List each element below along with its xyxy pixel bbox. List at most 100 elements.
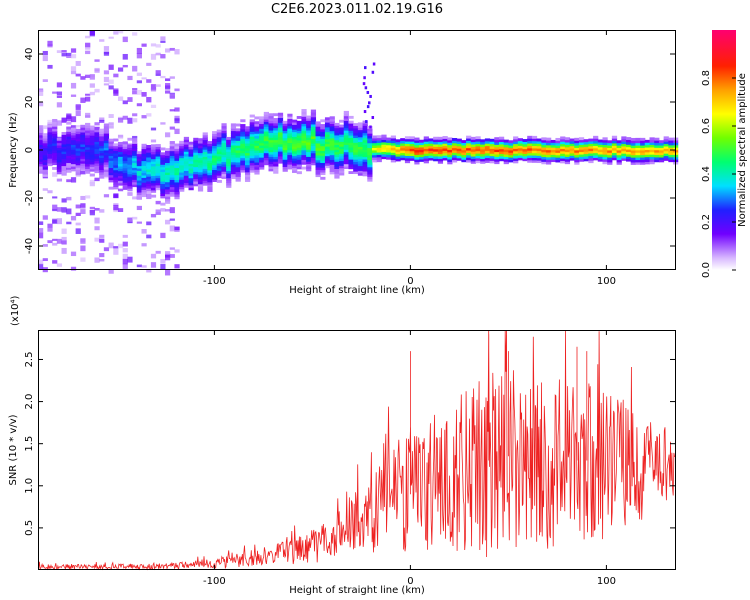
spectrogram-cell xyxy=(621,143,627,147)
spectrogram-cell xyxy=(433,146,439,150)
spectrogram-cell xyxy=(263,152,269,156)
spectrogram-cell xyxy=(70,215,77,221)
spectrogram-cell xyxy=(461,159,467,163)
spectrogram-cell xyxy=(127,137,133,141)
spectrogram-cell xyxy=(371,157,378,160)
spectrogram-cell xyxy=(315,121,321,125)
spectrogram-cell xyxy=(75,138,81,142)
spectrogram-cell xyxy=(437,146,444,150)
spectrogram-cell xyxy=(287,144,293,148)
spectrogram-cell xyxy=(433,158,439,162)
spectrogram-cell xyxy=(470,158,476,162)
spectrogram-cell xyxy=(409,143,415,147)
spectrogram-cell xyxy=(602,149,608,153)
spectrogram-cell xyxy=(357,158,364,162)
spectrogram-cell xyxy=(470,148,476,152)
spectrogram-cell xyxy=(324,117,331,121)
spectrogram-cell xyxy=(169,126,175,130)
spectrogram-cell xyxy=(89,83,95,88)
spectrogram-cell xyxy=(593,147,599,151)
spectrogram-cell xyxy=(132,160,138,164)
spectrogram-cell xyxy=(85,139,91,143)
spectrogram-cell xyxy=(588,143,594,147)
spectrogram-cell xyxy=(75,110,81,117)
spectrogram-cell xyxy=(52,133,58,137)
spectrogram-cell xyxy=(644,142,651,146)
spectrogram-cell xyxy=(334,132,340,136)
spectrogram-cell xyxy=(99,238,105,243)
spectrogram-cell xyxy=(52,142,58,146)
spectrogram-cell xyxy=(165,155,171,159)
spectrogram-cell xyxy=(367,173,373,177)
spectrogram-cell xyxy=(226,136,232,140)
spectrogram-cell xyxy=(597,144,603,148)
spectrogram-cell xyxy=(226,177,232,181)
spectrogram-cell xyxy=(155,158,161,162)
spectrogram-cell xyxy=(99,167,105,170)
spectrogram-cell xyxy=(165,251,171,255)
spectrogram-cell xyxy=(136,80,142,84)
spectrogram-cell xyxy=(66,164,72,168)
spectrogram-cell xyxy=(343,137,349,141)
spectrogram-cell xyxy=(588,157,594,161)
spectrogram-cell xyxy=(414,137,420,141)
spectrogram-cell xyxy=(334,149,340,153)
spectrogram-cell xyxy=(282,125,288,129)
colorbar-tick-label: 0.8 xyxy=(701,70,712,86)
spectrogram-cell xyxy=(324,126,331,130)
spectrogram-cell xyxy=(70,82,77,89)
spectrogram-cell xyxy=(240,155,246,159)
spectrogram-cell xyxy=(282,147,288,151)
spectrogram-cell xyxy=(212,140,218,144)
spectrogram-cell xyxy=(273,163,279,167)
spectrogram-cell xyxy=(122,141,128,145)
spectrogram-cell xyxy=(517,140,524,144)
spectrogram-cell xyxy=(428,145,434,149)
spectrogram-cell xyxy=(249,128,255,132)
spectrogram-cell xyxy=(117,151,124,155)
spectrogram-cell xyxy=(437,160,444,164)
spectrogram-cell xyxy=(80,139,86,143)
spectrogram-cell xyxy=(404,153,411,156)
spectrogram-cell xyxy=(367,133,373,137)
spectrogram-cell xyxy=(150,144,157,148)
spectrogram-cell xyxy=(202,134,208,138)
spectrogram-cell xyxy=(376,154,382,158)
spectrogram-cell xyxy=(150,165,157,169)
spectrogram-cell xyxy=(277,160,284,164)
spectrogram-cell xyxy=(357,124,364,128)
spectrogram-cell xyxy=(654,152,660,156)
spectrogram-cell xyxy=(254,166,260,170)
spectrogram-cell xyxy=(183,177,190,181)
spectrogram-cell xyxy=(117,153,124,157)
spectrogram-cell xyxy=(38,142,44,145)
spectrogram-cell xyxy=(329,137,335,141)
spectrogram-cell xyxy=(169,162,175,166)
spectrogram-cell xyxy=(569,157,575,161)
spectrogram-cell xyxy=(597,156,603,160)
spectrogram-cell xyxy=(141,153,147,157)
spectrogram-cell xyxy=(409,155,415,159)
spectrogram-cell xyxy=(362,132,368,136)
spectrogram-cell xyxy=(235,166,241,170)
spectrogram-cell xyxy=(324,162,331,166)
spectrogram-cell xyxy=(310,159,317,163)
spectrogram-cell xyxy=(66,115,72,122)
spectrogram-cell xyxy=(263,145,269,149)
spectrogram-cell xyxy=(442,135,448,139)
spectrogram-cell xyxy=(165,209,171,212)
spectrogram-cell xyxy=(108,172,114,176)
spectrogram-cell xyxy=(75,152,81,156)
spectrogram-cell xyxy=(593,140,599,144)
spectrogram-cell xyxy=(324,136,331,140)
spectrogram-cell xyxy=(423,146,429,149)
spectrogram-cell xyxy=(122,115,128,120)
spectrogram-cell xyxy=(169,181,175,185)
spectrogram-cell xyxy=(376,142,382,146)
spectrogram-cell xyxy=(263,162,269,166)
spectrogram-cell xyxy=(66,196,72,201)
spectrogram-cell xyxy=(85,96,91,102)
spectrogram-cell xyxy=(174,186,180,190)
spectrogram-cell xyxy=(75,164,81,168)
spectrogram-cell xyxy=(94,226,100,231)
